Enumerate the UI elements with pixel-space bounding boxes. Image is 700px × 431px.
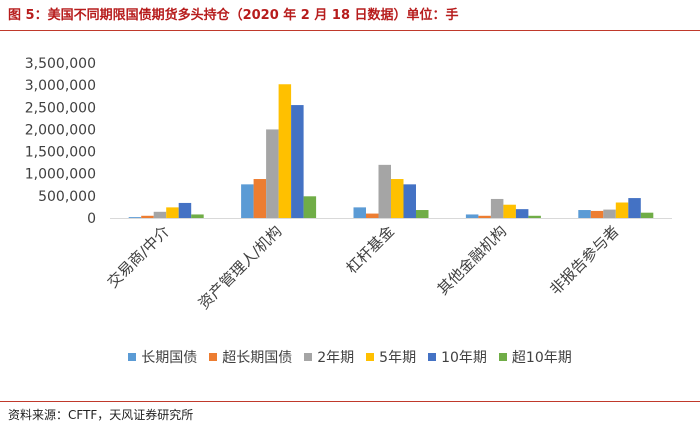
bar-2-4	[278, 84, 292, 218]
y-tick-label: 500,000	[38, 189, 96, 205]
bar-1-1	[128, 217, 142, 218]
bar-2-5	[291, 105, 304, 218]
bar-1-6	[191, 214, 204, 218]
bar-4-5	[515, 209, 529, 218]
legend-label: 5年期	[379, 350, 417, 366]
bar-4-3	[490, 198, 504, 218]
bar-1-2	[141, 215, 154, 218]
bar-4-4	[503, 204, 516, 218]
title-divider	[0, 30, 700, 31]
legend-item: 长期国债	[128, 347, 197, 367]
x-category-label: 交易商/中介	[104, 222, 173, 291]
bar-2-2	[253, 179, 267, 218]
x-category-label: 资产管理人/机构	[195, 222, 286, 313]
legend-item: 超10年期	[498, 347, 572, 367]
y-tick-label: 1,000,000	[25, 167, 96, 183]
legend-swatch	[428, 353, 437, 361]
bar-4-2	[478, 215, 491, 218]
bar-4-6	[528, 215, 541, 218]
legend-item: 10年期	[428, 347, 487, 367]
legend-label: 超10年期	[511, 350, 572, 366]
legend-item: 5年期	[366, 347, 416, 367]
bar-2-3	[266, 129, 279, 218]
y-tick-label: 0	[87, 211, 96, 227]
y-tick-label: 3,500,000	[25, 56, 96, 72]
source-note: 资料来源：CFTF，天风证券研究所	[8, 408, 194, 422]
bar-3-5	[403, 184, 416, 218]
legend-swatch	[209, 353, 218, 361]
bar-1-4	[166, 207, 179, 218]
bar-5-6	[640, 212, 654, 218]
y-tick-label: 2,000,000	[25, 122, 96, 138]
legend-label: 10年期	[441, 350, 487, 366]
legend-item: 超长期国债	[209, 347, 292, 367]
bar-2-6	[303, 196, 317, 218]
bar-5-2	[590, 210, 604, 218]
y-tick-label: 3,000,000	[25, 78, 96, 94]
legend-swatch	[366, 353, 375, 361]
bar-3-2	[366, 213, 379, 218]
legend-label: 2年期	[317, 350, 355, 366]
legend-label: 超长期国债	[222, 350, 293, 366]
y-tick-label: 1,500,000	[25, 145, 96, 161]
bar-5-4	[615, 202, 629, 218]
legend-swatch	[498, 353, 507, 361]
bar-3-4	[391, 179, 404, 218]
bar-5-1	[578, 210, 591, 218]
bar-2-1	[241, 184, 254, 218]
bar-chart: 0 500,000 1,000,000 1,500,000 2,000,000 2,500…	[25, 56, 672, 313]
bar-1-5	[178, 202, 192, 218]
footer-divider	[0, 401, 700, 402]
bar-1-3	[153, 211, 167, 218]
bar-3-1	[353, 207, 366, 218]
legend-label: 长期国债	[141, 350, 198, 366]
chart-title: 图 5：美国不同期限国债期货多头持仓（2020 年 2 月 18 日数据）单位：…	[8, 8, 459, 23]
chart-legend: 长期国债 超长期国债 2年期 5年期 10年期 超10年期	[0, 347, 700, 367]
bar-3-3	[378, 164, 391, 218]
x-category-label: 非报告参与者	[546, 222, 622, 298]
bar-5-5	[628, 198, 641, 218]
y-tick-label: 2,500,000	[25, 100, 96, 116]
x-category-label: 其他金融机构	[434, 222, 510, 298]
bar-4-1	[465, 214, 479, 218]
legend-swatch	[304, 353, 313, 361]
legend-swatch	[128, 353, 137, 361]
legend-item: 2年期	[304, 347, 354, 367]
x-category-label: 杠杆基金	[343, 222, 398, 277]
bar-5-3	[603, 209, 616, 218]
bar-3-6	[416, 210, 429, 218]
